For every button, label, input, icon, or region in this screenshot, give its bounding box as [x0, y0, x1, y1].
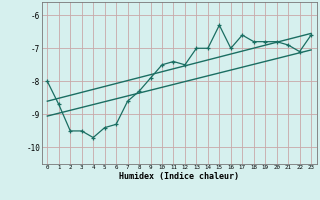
X-axis label: Humidex (Indice chaleur): Humidex (Indice chaleur)	[119, 172, 239, 181]
